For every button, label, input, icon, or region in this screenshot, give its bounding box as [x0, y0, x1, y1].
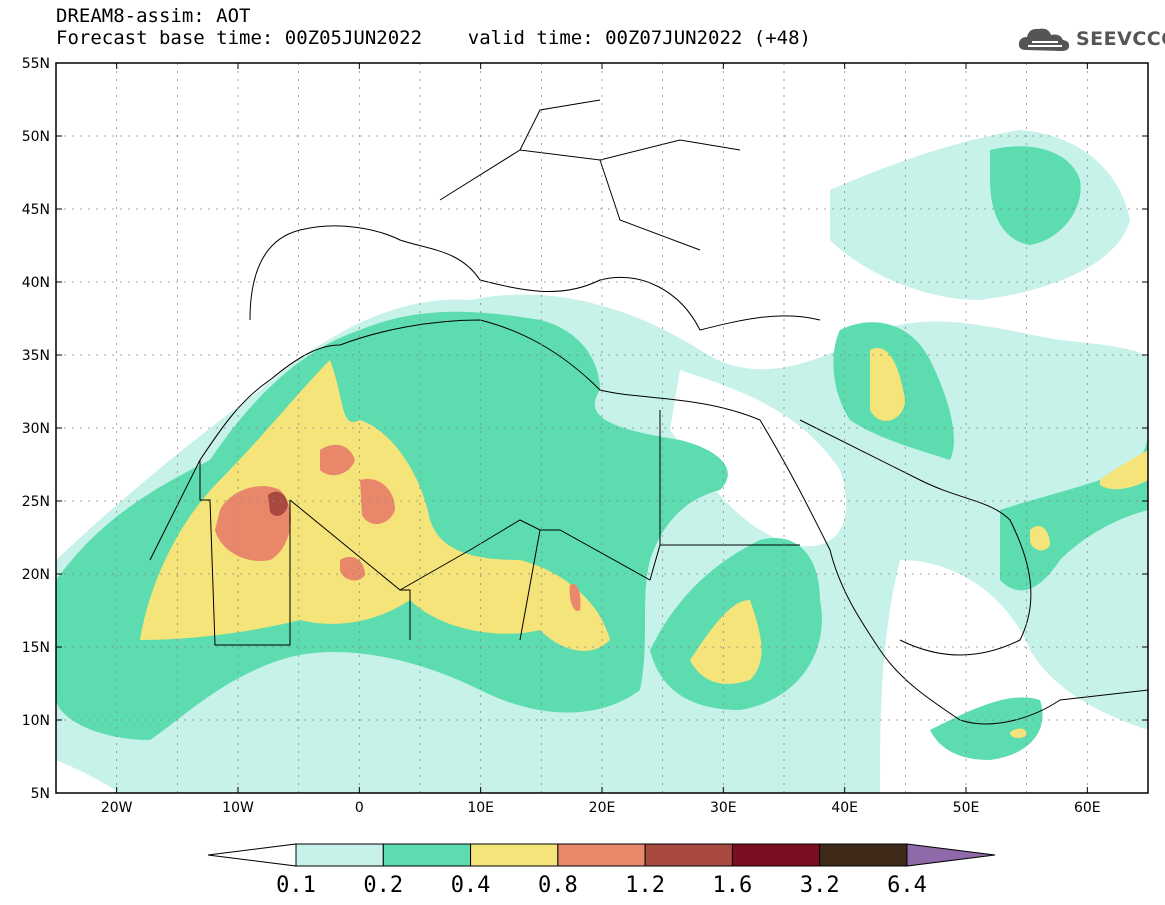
- colorbar-label: 0.1: [276, 873, 316, 898]
- colorbar-label: 0.8: [537, 873, 578, 898]
- borders: [199, 410, 800, 646]
- colorbar-label: 6.4: [887, 873, 927, 898]
- colorbar: [207, 843, 996, 867]
- logo-text: SEEVCCC: [1076, 28, 1165, 50]
- colorbar-swatch: [295, 843, 384, 867]
- aot-band-0.4: [690, 600, 762, 684]
- lon-tick-label: 60E: [1074, 800, 1101, 816]
- lat-tick-label: 5N: [31, 786, 50, 802]
- lat-tick-label: 10N: [22, 713, 50, 729]
- cloud-icon: [1018, 28, 1070, 51]
- lat-tick-label: 40N: [22, 275, 50, 291]
- lon-tick-label: 50E: [953, 800, 980, 816]
- aot-band-0.1: [830, 130, 1130, 300]
- logo: SEEVCCC: [1016, 22, 1165, 56]
- arabia-coastline: [799, 419, 1032, 656]
- colorbar-swatch: [731, 843, 821, 867]
- colorbar-label: 1.2: [625, 873, 666, 898]
- aot-field: [56, 130, 1148, 793]
- coastlines: [149, 99, 1148, 725]
- colorbar-swatch: [819, 843, 908, 867]
- colorbar-label: 3.2: [799, 873, 840, 898]
- lat-tick-label: 15N: [22, 640, 50, 656]
- borders: [439, 99, 741, 251]
- aot-band-1.2: [268, 491, 288, 516]
- lat-tick-label: 30N: [22, 421, 50, 437]
- aot-band-0.8: [360, 479, 395, 525]
- lon-tick-label: 20E: [589, 800, 616, 816]
- lon-tick-label: 20W: [101, 800, 133, 816]
- colorbar-swatch: [557, 843, 646, 867]
- lon-tick-label: 30E: [710, 800, 737, 816]
- aot-band-0.2: [930, 697, 1043, 760]
- colorbar-swatch: [470, 843, 559, 867]
- colorbar-label: 0.4: [450, 873, 491, 898]
- aot-band-0.8: [569, 584, 581, 611]
- aot-band-0.2: [990, 146, 1081, 245]
- lat-tick-label: 25N: [22, 494, 50, 510]
- aot-band-0.4: [1100, 450, 1148, 490]
- africa-coastline: [149, 319, 1148, 725]
- colorbar-swatch: [644, 843, 733, 867]
- lat-tick-label: 35N: [22, 348, 50, 364]
- latitude-axis: 55N 50N 45N 40N 35N 30N 25N 20N 15N 10N 5N: [22, 56, 1148, 802]
- colorbar-max-arrow: [906, 843, 996, 867]
- lat-tick-label: 55N: [22, 56, 50, 72]
- aot-band-0.4: [1030, 525, 1050, 551]
- lat-tick-label: 20N: [22, 567, 50, 583]
- lon-tick-label: 10W: [222, 800, 254, 816]
- colorbar-swatch: [382, 843, 472, 867]
- map-subtitle: Forecast base time: 00Z05JUN2022 valid t…: [56, 27, 811, 49]
- longitude-axis: 20W 10W 0 10E 20E 30E 40E 50E 60E: [101, 63, 1101, 816]
- europe-coastline: [249, 225, 821, 331]
- aot-band-0.4: [870, 348, 905, 421]
- colorbar-min-arrow: [207, 843, 297, 867]
- lat-tick-label: 45N: [22, 202, 50, 218]
- colorbar-label: 1.6: [712, 873, 753, 898]
- lon-tick-label: 0: [355, 800, 364, 816]
- aot-band-0.8: [320, 444, 355, 476]
- map-title: DREAM8-assim: AOT: [56, 5, 251, 27]
- lon-tick-label: 40E: [831, 800, 858, 816]
- aot-band-0.4: [1010, 728, 1027, 739]
- colorbar-label: 0.2: [363, 873, 404, 898]
- aot-band-0.2: [1000, 430, 1148, 591]
- lon-tick-label: 10E: [467, 800, 494, 816]
- lat-tick-label: 50N: [22, 129, 50, 145]
- aot-band-0.8: [340, 556, 365, 581]
